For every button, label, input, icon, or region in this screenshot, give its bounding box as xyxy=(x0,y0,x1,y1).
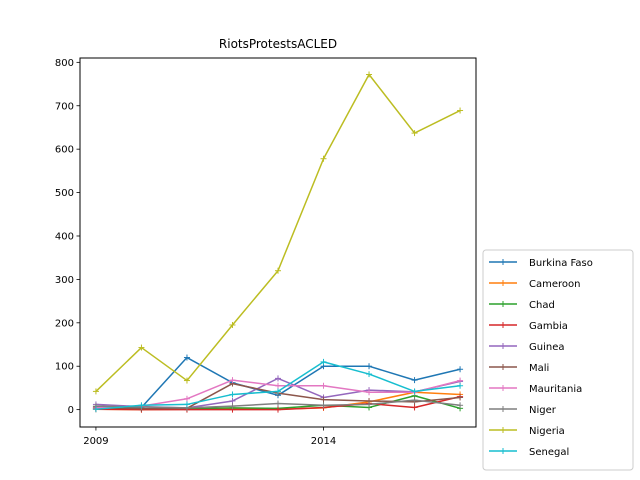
x-tick-label: 2014 xyxy=(311,436,336,447)
legend-label: Nigeria xyxy=(529,426,565,437)
legend: Burkina Faso Cameroon Chad Gambia Guinea Mali… xyxy=(482,249,634,471)
legend-item: Cameroon xyxy=(489,279,580,290)
data-point xyxy=(138,344,145,351)
y-tick-label: 600 xyxy=(55,145,74,156)
data-point xyxy=(320,155,327,162)
data-point xyxy=(457,394,464,401)
data-point xyxy=(320,358,327,365)
data-point xyxy=(229,397,236,404)
legend-label: Mali xyxy=(529,363,549,374)
data-point xyxy=(366,401,373,408)
data-point xyxy=(275,388,281,395)
chart-title: RiotsProtestsACLED xyxy=(219,37,337,51)
legend-label: Gambia xyxy=(529,321,568,332)
legend-item: Burkina Faso xyxy=(489,258,593,269)
data-point xyxy=(457,366,464,373)
legend-item: Senegal xyxy=(489,447,569,458)
data-point xyxy=(320,402,327,409)
data-point xyxy=(411,377,418,384)
series-niger xyxy=(92,397,464,411)
data-point xyxy=(183,377,190,384)
data-point xyxy=(183,401,190,408)
legend-item: Chad xyxy=(489,300,555,311)
data-point xyxy=(183,395,190,402)
data-point xyxy=(457,382,464,389)
data-point xyxy=(457,402,464,409)
data-point xyxy=(457,377,464,384)
data-point xyxy=(229,321,236,328)
legend-item: Gambia xyxy=(489,321,568,332)
legend-label: Guinea xyxy=(529,342,564,353)
data-point xyxy=(275,406,281,413)
data-point xyxy=(229,377,236,384)
legend-label: Mauritania xyxy=(529,384,582,395)
y-tick-label: 100 xyxy=(55,362,74,373)
data-point xyxy=(411,404,418,411)
data-point xyxy=(275,400,281,407)
y-axis: 0 100 200 300 400 500 600 700 800 xyxy=(55,58,80,416)
legend-label: Burkina Faso xyxy=(529,258,593,269)
y-tick-label: 0 xyxy=(68,405,74,416)
legend-item: Mauritania xyxy=(489,384,582,395)
series-nigeria xyxy=(92,71,464,395)
data-point xyxy=(275,382,281,389)
data-point xyxy=(320,396,327,403)
data-point xyxy=(366,371,373,378)
data-point xyxy=(183,354,190,361)
data-point xyxy=(411,388,418,395)
series-layer xyxy=(92,71,464,413)
y-tick-label: 200 xyxy=(55,318,74,329)
data-point xyxy=(275,375,281,382)
y-tick-label: 800 xyxy=(55,58,74,69)
plot-area xyxy=(79,57,477,428)
plot-frame xyxy=(79,57,477,428)
data-point xyxy=(229,403,236,410)
y-tick-label: 500 xyxy=(55,188,74,199)
data-point xyxy=(229,391,236,398)
legend-label: Cameroon xyxy=(529,279,580,290)
data-point xyxy=(411,130,418,137)
data-point xyxy=(320,382,327,389)
data-point xyxy=(138,402,145,409)
y-tick-label: 400 xyxy=(55,231,74,242)
legend-label: Senegal xyxy=(529,447,569,458)
legend-item: Niger xyxy=(489,405,557,416)
data-point xyxy=(92,406,99,413)
data-point xyxy=(92,388,99,395)
data-point xyxy=(457,107,464,114)
x-tick-label: 2009 xyxy=(83,436,108,447)
legend-item: Nigeria xyxy=(489,426,565,437)
legend-item: Guinea xyxy=(489,342,564,353)
legend-frame xyxy=(482,249,634,471)
data-point xyxy=(366,71,373,78)
legend-label: Chad xyxy=(529,300,555,311)
legend-item: Mali xyxy=(489,363,549,374)
y-tick-label: 700 xyxy=(55,101,74,112)
data-point xyxy=(366,389,373,396)
legend-label: Niger xyxy=(529,405,557,416)
series-senegal xyxy=(92,358,464,413)
data-point xyxy=(411,397,418,404)
x-axis: 2009 2014 xyxy=(83,427,336,447)
data-point xyxy=(366,363,373,370)
data-point xyxy=(275,267,281,274)
y-tick-label: 300 xyxy=(55,275,74,286)
